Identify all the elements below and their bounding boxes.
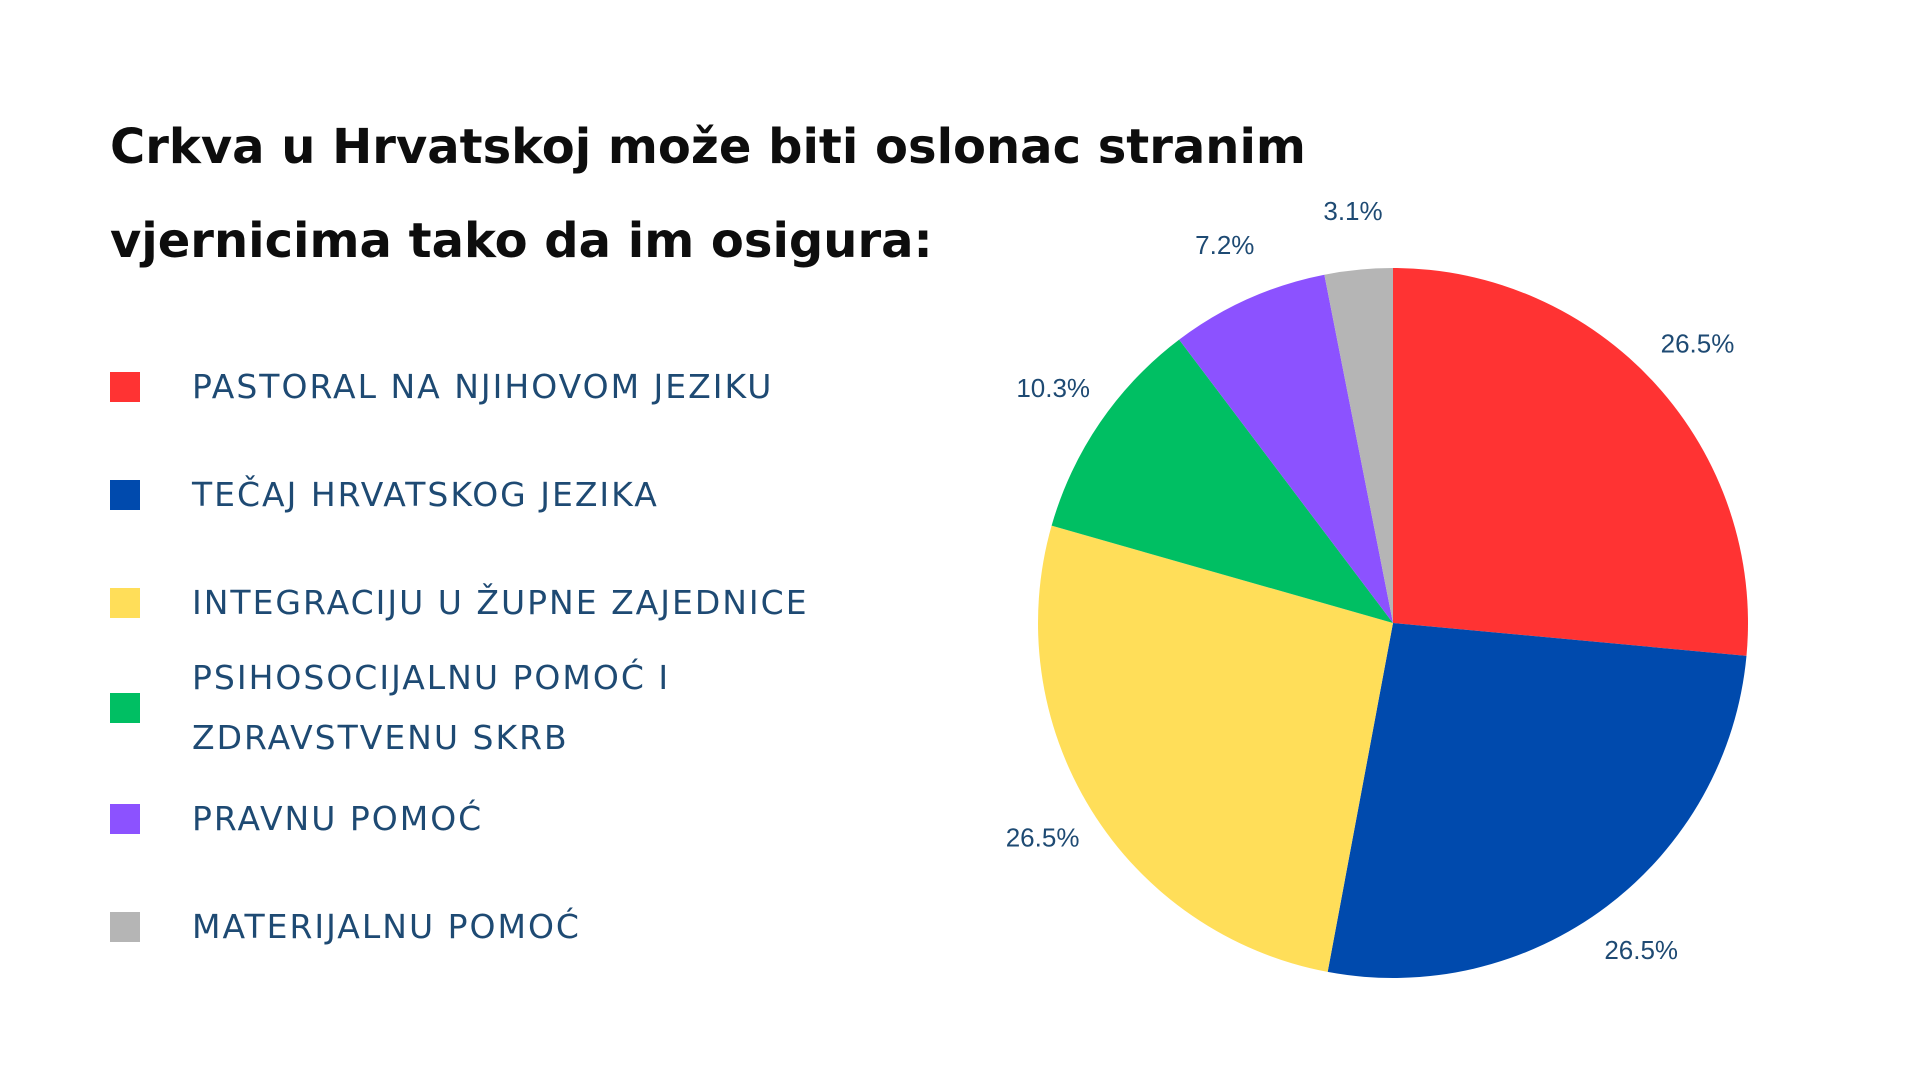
- legend-label: PRAVNU POMOĆ: [192, 799, 484, 838]
- legend-label: INTEGRACIJU U ŽUPNE ZAJEDNICE: [192, 583, 809, 622]
- chart-title: Crkva u Hrvatskoj može biti oslonac stra…: [110, 100, 1410, 288]
- legend-item-pravna: PRAVNU POMOĆ: [110, 789, 483, 849]
- pie-slice-te-aj-hrvatskog-jezika: [1327, 623, 1747, 978]
- legend-swatch: [110, 588, 140, 618]
- legend-item-materijalna: MATERIJALNU POMOĆ: [110, 897, 581, 957]
- title-line-1: Crkva u Hrvatskoj može biti oslonac stra…: [110, 119, 1306, 175]
- legend-swatch: [110, 693, 140, 723]
- legend-label: PASTORAL NA NJIHOVOM JEZIKU: [192, 367, 774, 406]
- title-line-2: vjernicima tako da im osigura:: [110, 213, 933, 269]
- legend-swatch: [110, 912, 140, 942]
- legend-item-psihosocijalna: PSIHOSOCIJALNU POMOĆ I ZDRAVSTVENU SKRB: [110, 648, 670, 768]
- legend-item-pastoral: PASTORAL NA NJIHOVOM JEZIKU: [110, 357, 773, 417]
- legend-swatch: [110, 372, 140, 402]
- pie-value-label-integraciju-u-upne-zajednice: 26.5%: [1006, 823, 1080, 853]
- pie-value-labels: 26.5% 26.5% 26.5% 10.3% 7.2% 3.1%: [1006, 196, 1735, 965]
- legend-item-integracija: INTEGRACIJU U ŽUPNE ZAJEDNICE: [110, 573, 809, 633]
- pie-slice-integraciju-u-upne-zajednice: [1038, 525, 1393, 972]
- pie-slice-pravnu-pomo: [1179, 274, 1393, 623]
- legend-swatch: [110, 480, 140, 510]
- legend-label: MATERIJALNU POMOĆ: [192, 907, 581, 946]
- pie-slices: [1038, 268, 1749, 978]
- legend-item-tecaj: TEČAJ HRVATSKOG JEZIKA: [110, 465, 659, 525]
- legend-label: PSIHOSOCIJALNU POMOĆ I ZDRAVSTVENU SKRB: [192, 658, 671, 757]
- pie-value-label-te-aj-hrvatskog-jezika: 26.5%: [1604, 935, 1678, 965]
- pie-slice-pastoral-na-njihovom-jeziku: [1393, 268, 1749, 656]
- legend-swatch: [110, 804, 140, 834]
- pie-value-label-materijalnu-pomo: 3.1%: [1323, 196, 1382, 226]
- pie-value-label-pastoral-na-njihovom-jeziku: 26.5%: [1661, 328, 1735, 358]
- pie-value-label-pravnu-pomo: 7.2%: [1195, 230, 1254, 260]
- pie-value-label-psihosocijalnu-pomo-i: 10.3%: [1016, 373, 1090, 403]
- pie-slice-materijalnu-pomo: [1324, 268, 1393, 623]
- chart-legend: PASTORAL NA NJIHOVOM JEZIKU TEČAJ HRVATS…: [110, 0, 910, 1080]
- legend-label: TEČAJ HRVATSKOG JEZIKA: [192, 475, 659, 514]
- pie-slice-psihosocijalnu-pomo-i: [1051, 339, 1393, 623]
